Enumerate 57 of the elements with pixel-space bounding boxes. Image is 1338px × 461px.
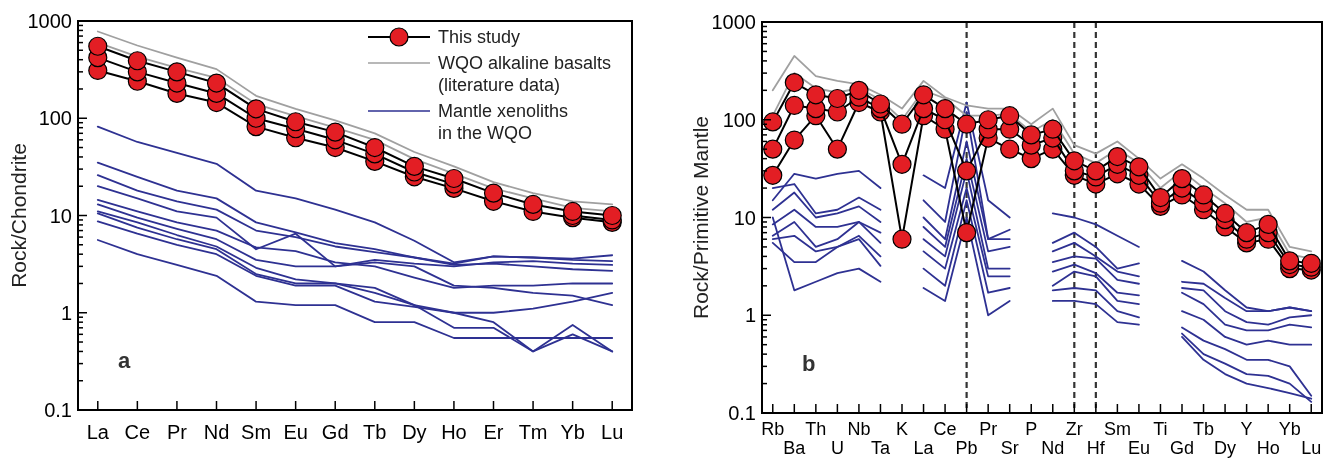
x-tick-label: Yb <box>560 421 585 443</box>
x-tick-label: Ce <box>124 421 151 443</box>
x-tick-label: Gd <box>321 421 349 443</box>
y-tick-label: 1 <box>744 304 756 327</box>
y-tick-label: 10 <box>49 204 72 227</box>
x-tick-label: Nb <box>847 419 871 440</box>
y-axis-title: Rock/Primitive Mantle <box>689 115 712 320</box>
x-tick-label: Lu <box>601 421 624 443</box>
x-tick-label: Eu <box>1127 438 1150 459</box>
x-tick-label: Zr <box>1065 419 1083 440</box>
y-tick-label: 10 <box>733 206 756 229</box>
x-tick-label: Pr <box>979 419 998 440</box>
x-tick-label: Eu <box>283 421 308 443</box>
x-tick-label: Ho <box>1256 438 1280 459</box>
legend-label: Mantle xenoliths in the WQO <box>438 101 569 144</box>
x-tick-label: Ce <box>933 419 957 440</box>
x-tick-label: Hf <box>1086 438 1106 459</box>
x-tick-label: La <box>86 421 110 443</box>
x-tick-label: Tb <box>363 421 387 443</box>
x-tick-label: Sr <box>1000 438 1019 459</box>
y-tick-label: 100 <box>38 107 72 130</box>
x-tick-label: Dy <box>1214 438 1237 459</box>
x-tick-label: Dy <box>402 421 427 443</box>
y-tick-label: 100 <box>722 108 756 131</box>
y-tick-label: 1000 <box>711 11 756 33</box>
x-tick-label: K <box>895 419 909 440</box>
annotation: b <box>802 351 816 376</box>
y-tick-label: 1000 <box>27 10 72 32</box>
x-tick-label: Rb <box>761 419 785 440</box>
y-tick-label: 0.1 <box>44 399 72 421</box>
x-tick-label: Nd <box>1041 438 1065 459</box>
x-tick-label: P <box>1025 419 1038 440</box>
x-tick-label: Th <box>805 419 827 440</box>
x-tick-label: Tm <box>518 421 548 443</box>
x-tick-label: Pb <box>955 438 978 459</box>
x-tick-label: Nd <box>203 421 230 443</box>
x-tick-label: Ho <box>441 421 467 443</box>
x-tick-label: La <box>913 438 935 459</box>
legend-label: WQO alkaline basalts (literature data) <box>438 53 612 96</box>
x-tick-label: Ta <box>870 438 891 459</box>
x-tick-label: Gd <box>1169 438 1195 459</box>
x-tick-label: Er <box>483 421 504 443</box>
y-tick-label: 0.1 <box>728 402 756 424</box>
x-tick-label: Tb <box>1193 419 1215 440</box>
y-axis-title: Rock/Chondrite <box>7 143 30 288</box>
x-tick-label: Sm <box>1103 419 1131 440</box>
x-tick-label: Sm <box>241 421 272 443</box>
x-tick-label: U <box>830 438 844 459</box>
x-tick-label: Yb <box>1278 419 1301 440</box>
x-tick-label: Lu <box>1301 438 1322 459</box>
x-tick-label: Ba <box>783 438 807 459</box>
y-tick-label: 1 <box>60 301 72 324</box>
x-tick-label: Pr <box>166 421 188 443</box>
legend-label: This study <box>438 27 521 48</box>
x-tick-label: Y <box>1240 419 1253 440</box>
annotation: a <box>118 348 131 373</box>
x-tick-label: Ti <box>1153 419 1168 440</box>
